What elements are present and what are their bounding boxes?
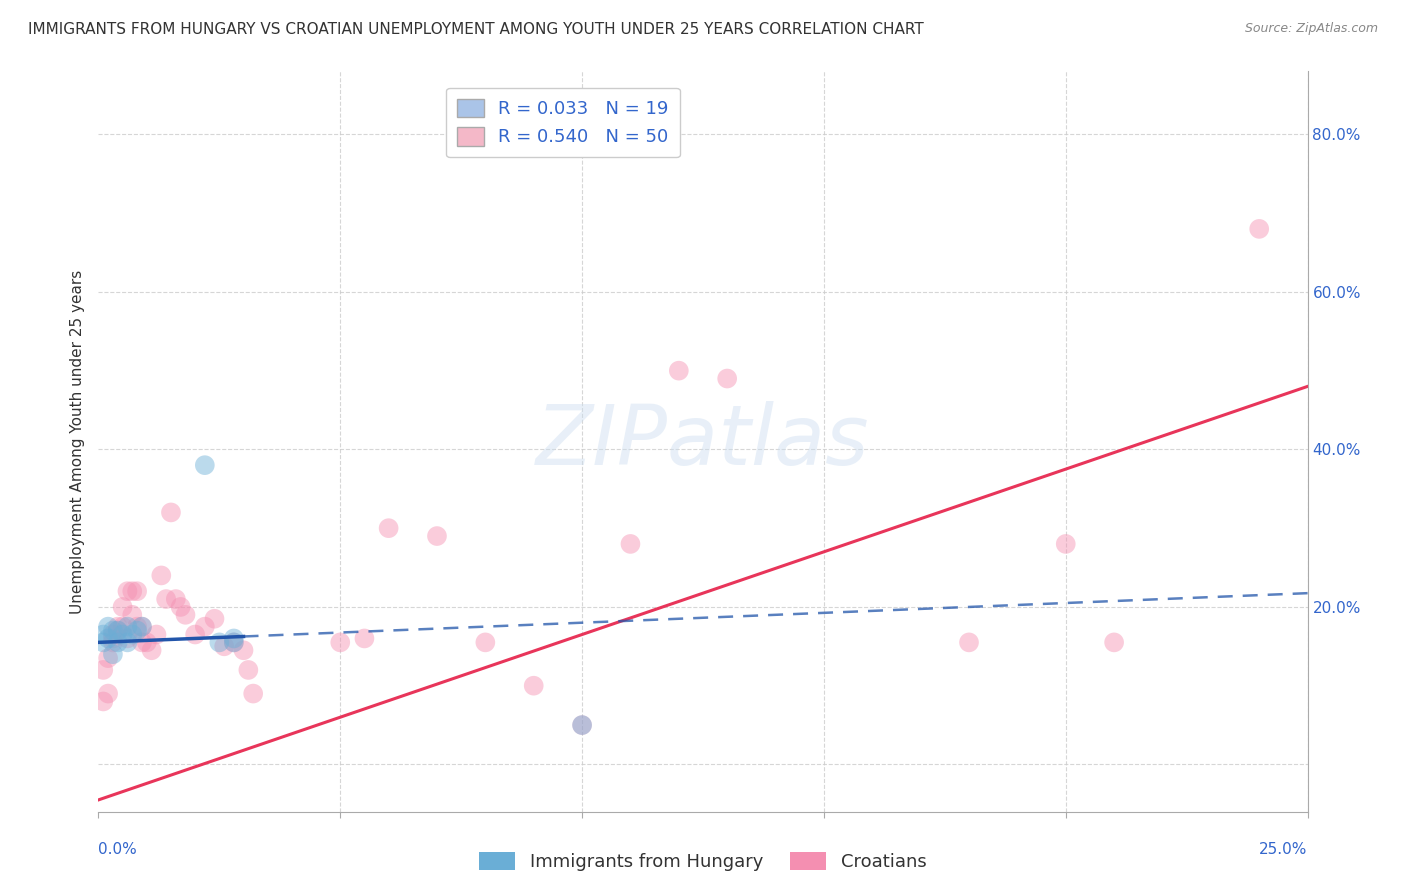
Point bbox=[127, 584, 149, 599]
Point bbox=[329, 635, 352, 649]
Point bbox=[353, 632, 375, 646]
Point bbox=[121, 584, 143, 599]
Point bbox=[121, 627, 143, 641]
Point bbox=[101, 627, 124, 641]
Point bbox=[127, 620, 149, 634]
Point bbox=[117, 620, 139, 634]
Point bbox=[1249, 222, 1271, 236]
Point bbox=[204, 612, 226, 626]
Point bbox=[377, 521, 399, 535]
Point bbox=[426, 529, 449, 543]
Point bbox=[165, 592, 187, 607]
Point bbox=[194, 458, 217, 472]
Point bbox=[232, 643, 254, 657]
Point bbox=[174, 607, 197, 622]
Point bbox=[91, 663, 114, 677]
Point bbox=[117, 635, 139, 649]
Point bbox=[121, 607, 143, 622]
Point bbox=[222, 635, 245, 649]
Point bbox=[91, 627, 114, 641]
Text: 25.0%: 25.0% bbox=[1260, 842, 1308, 857]
Point bbox=[238, 663, 260, 677]
Point bbox=[91, 635, 114, 649]
Point bbox=[135, 635, 157, 649]
Point bbox=[957, 635, 980, 649]
Text: IMMIGRANTS FROM HUNGARY VS CROATIAN UNEMPLOYMENT AMONG YOUTH UNDER 25 YEARS CORR: IMMIGRANTS FROM HUNGARY VS CROATIAN UNEM… bbox=[28, 22, 924, 37]
Point bbox=[97, 632, 120, 646]
Point bbox=[242, 687, 264, 701]
Point bbox=[716, 371, 738, 385]
Point bbox=[117, 632, 139, 646]
Point bbox=[91, 694, 114, 708]
Point bbox=[131, 620, 153, 634]
Point bbox=[212, 640, 235, 654]
Point bbox=[107, 620, 129, 634]
Point bbox=[127, 624, 149, 638]
Point bbox=[131, 620, 153, 634]
Point bbox=[101, 647, 124, 661]
Point bbox=[107, 635, 129, 649]
Point bbox=[97, 651, 120, 665]
Point bbox=[111, 620, 134, 634]
Point bbox=[1054, 537, 1077, 551]
Text: ZIPatlas: ZIPatlas bbox=[536, 401, 870, 482]
Point bbox=[131, 635, 153, 649]
Point bbox=[474, 635, 496, 649]
Point bbox=[222, 632, 245, 646]
Point bbox=[101, 624, 124, 638]
Point bbox=[619, 537, 641, 551]
Point bbox=[101, 632, 124, 646]
Point bbox=[169, 599, 191, 614]
Text: 0.0%: 0.0% bbox=[98, 842, 138, 857]
Legend: Immigrants from Hungary, Croatians: Immigrants from Hungary, Croatians bbox=[472, 845, 934, 879]
Point bbox=[222, 635, 245, 649]
Point bbox=[97, 620, 120, 634]
Point bbox=[194, 620, 217, 634]
Legend: R = 0.033   N = 19, R = 0.540   N = 50: R = 0.033 N = 19, R = 0.540 N = 50 bbox=[446, 87, 679, 157]
Point bbox=[523, 679, 546, 693]
Text: Source: ZipAtlas.com: Source: ZipAtlas.com bbox=[1244, 22, 1378, 36]
Point bbox=[208, 635, 231, 649]
Point bbox=[571, 718, 593, 732]
Y-axis label: Unemployment Among Youth under 25 years: Unemployment Among Youth under 25 years bbox=[70, 269, 86, 614]
Point bbox=[101, 635, 124, 649]
Point bbox=[117, 584, 139, 599]
Point bbox=[571, 718, 593, 732]
Point bbox=[668, 364, 690, 378]
Point bbox=[107, 624, 129, 638]
Point bbox=[111, 599, 134, 614]
Point bbox=[111, 627, 134, 641]
Point bbox=[145, 627, 167, 641]
Point bbox=[150, 568, 173, 582]
Point bbox=[141, 643, 163, 657]
Point bbox=[155, 592, 177, 607]
Point bbox=[107, 624, 129, 638]
Point bbox=[1102, 635, 1125, 649]
Point bbox=[97, 687, 120, 701]
Point bbox=[184, 627, 207, 641]
Point bbox=[160, 505, 183, 519]
